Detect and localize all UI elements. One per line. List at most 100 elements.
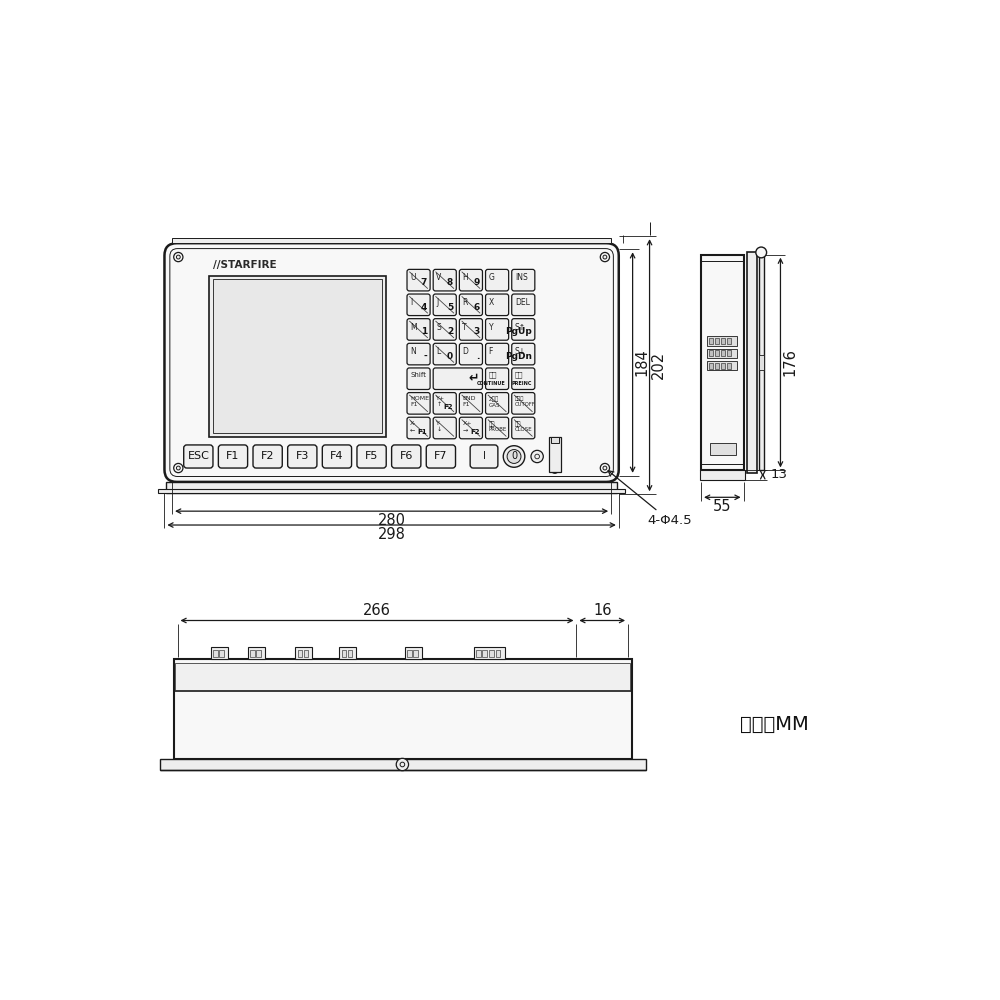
Text: F: F — [489, 347, 493, 356]
Text: 1: 1 — [421, 327, 427, 336]
FancyBboxPatch shape — [407, 319, 430, 340]
FancyBboxPatch shape — [407, 294, 430, 316]
Bar — [213, 650, 218, 657]
Text: 202: 202 — [651, 351, 666, 379]
Text: X+
→: X+ → — [462, 421, 472, 432]
Circle shape — [531, 450, 543, 463]
Text: 启动: 启动 — [489, 372, 497, 378]
Circle shape — [507, 450, 521, 463]
Text: 0: 0 — [511, 451, 517, 461]
Text: 5: 5 — [447, 303, 453, 312]
Bar — [709, 350, 713, 356]
FancyBboxPatch shape — [253, 445, 282, 468]
FancyBboxPatch shape — [407, 393, 430, 414]
Bar — [496, 650, 500, 657]
Circle shape — [481, 453, 487, 460]
FancyBboxPatch shape — [512, 368, 535, 389]
Bar — [160, 759, 646, 770]
Bar — [482, 650, 487, 657]
FancyBboxPatch shape — [486, 368, 509, 389]
Text: 4-Φ4.5: 4-Φ4.5 — [608, 471, 692, 527]
Text: //STARFIRE: //STARFIRE — [213, 260, 277, 270]
Text: -: - — [423, 352, 427, 361]
Text: I: I — [483, 451, 485, 461]
FancyBboxPatch shape — [486, 393, 509, 414]
Bar — [707, 349, 737, 358]
Bar — [304, 650, 308, 657]
Bar — [219, 650, 224, 657]
Bar — [489, 650, 494, 657]
Text: F2: F2 — [444, 404, 453, 410]
Text: END
F1: END F1 — [462, 396, 476, 407]
Text: G: G — [489, 273, 495, 282]
Text: F7: F7 — [434, 451, 448, 461]
Text: U: U — [410, 273, 416, 282]
Bar — [348, 650, 352, 657]
Bar — [213, 279, 382, 433]
Bar — [250, 650, 255, 657]
Circle shape — [503, 446, 525, 467]
Text: 280: 280 — [378, 513, 406, 528]
Text: 8: 8 — [447, 278, 453, 287]
Text: Y: Y — [489, 323, 493, 332]
Text: 184: 184 — [634, 349, 649, 376]
FancyBboxPatch shape — [459, 319, 482, 340]
Text: X: X — [489, 298, 494, 307]
FancyBboxPatch shape — [459, 343, 482, 365]
Text: ESC: ESC — [187, 451, 209, 461]
Bar — [476, 650, 481, 657]
FancyBboxPatch shape — [459, 294, 482, 316]
FancyBboxPatch shape — [164, 243, 619, 482]
Bar — [474, 647, 505, 659]
Bar — [256, 650, 261, 657]
Circle shape — [756, 247, 767, 258]
Bar — [715, 338, 719, 344]
Text: S: S — [436, 323, 441, 332]
Bar — [413, 650, 418, 657]
Bar — [158, 489, 625, 493]
FancyBboxPatch shape — [433, 368, 482, 389]
Bar — [405, 647, 422, 659]
Bar — [707, 336, 737, 346]
Text: 298: 298 — [378, 527, 406, 542]
Bar — [174, 659, 632, 759]
Text: T: T — [462, 323, 467, 332]
Bar — [727, 350, 731, 356]
Text: 复位: 复位 — [515, 372, 523, 378]
FancyBboxPatch shape — [486, 343, 509, 365]
Bar — [759, 255, 764, 470]
Bar — [721, 350, 725, 356]
Text: F1: F1 — [226, 451, 240, 461]
Circle shape — [174, 252, 183, 262]
Circle shape — [551, 466, 559, 473]
FancyBboxPatch shape — [486, 417, 509, 439]
Bar — [721, 338, 725, 344]
FancyBboxPatch shape — [184, 445, 213, 468]
Bar — [407, 650, 412, 657]
Text: 穿孔
PROBE: 穿孔 PROBE — [489, 421, 507, 432]
Circle shape — [600, 252, 610, 262]
Bar — [339, 647, 356, 659]
FancyBboxPatch shape — [512, 269, 535, 291]
Text: 调嘴嘴
CUTOFF: 调嘴嘴 CUTOFF — [515, 396, 536, 407]
Text: J: J — [436, 298, 439, 307]
Text: PREINC: PREINC — [511, 381, 532, 386]
FancyBboxPatch shape — [433, 417, 456, 439]
Text: DEL: DEL — [515, 298, 530, 307]
FancyBboxPatch shape — [486, 294, 509, 316]
Text: N: N — [410, 347, 416, 356]
Bar — [175, 663, 630, 690]
Text: M: M — [410, 323, 417, 332]
FancyBboxPatch shape — [392, 445, 421, 468]
Bar — [710, 443, 736, 455]
Text: 7: 7 — [421, 278, 427, 287]
Text: 13: 13 — [770, 468, 787, 481]
Text: I: I — [410, 298, 412, 307]
Text: PgUp: PgUp — [505, 327, 532, 336]
FancyBboxPatch shape — [470, 445, 498, 468]
Circle shape — [174, 463, 183, 473]
Bar — [342, 650, 346, 657]
FancyBboxPatch shape — [357, 445, 386, 468]
FancyBboxPatch shape — [433, 393, 456, 414]
Text: S↓: S↓ — [515, 347, 526, 356]
